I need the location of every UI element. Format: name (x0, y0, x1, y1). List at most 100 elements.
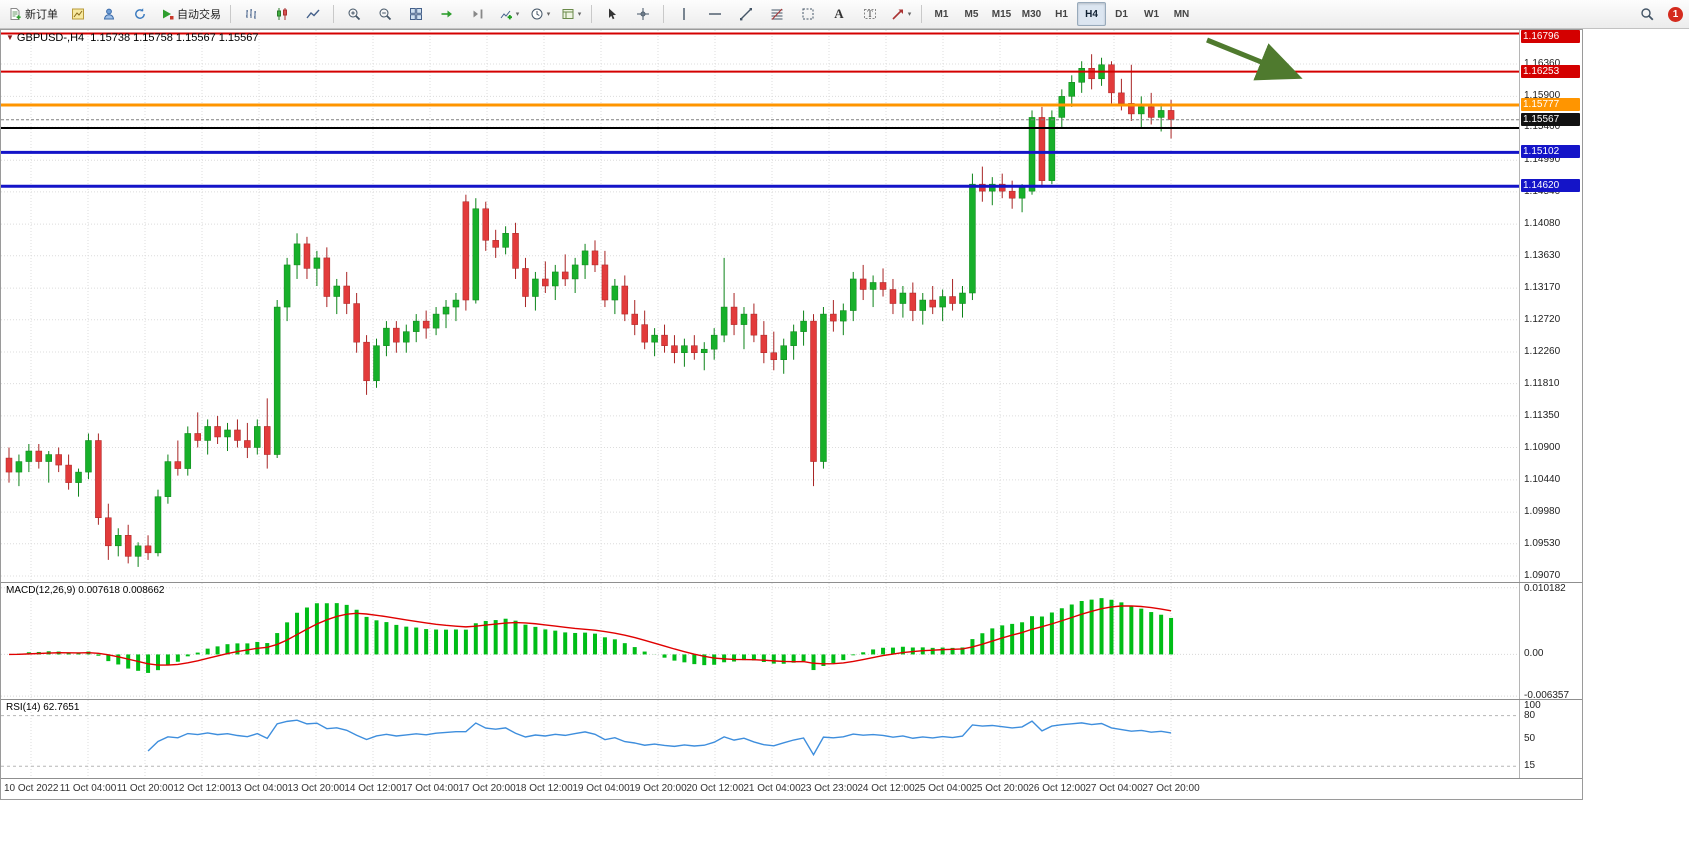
price-axis-label: 1.16360 (1524, 58, 1561, 70)
workspace: ▼ GBPUSD-,H4 1.15738 1.15758 1.15567 1.15… (0, 29, 1689, 866)
templates-button[interactable]: ▾ (556, 2, 586, 26)
price-axis-label: 1.13170 (1524, 282, 1561, 294)
timeframe-m1-button[interactable]: M1 (934, 8, 949, 20)
candlestick-series (5, 54, 1175, 567)
timeframe-w1-button[interactable]: W1 (1144, 8, 1159, 20)
time-axis[interactable]: 10 Oct 2022 11 Oct 04:00 11 Oct 20:00 12 Oc… (1, 779, 1582, 799)
vertical-line-button[interactable] (669, 2, 699, 26)
zoom-in-icon (348, 8, 361, 21)
search-button[interactable] (1632, 2, 1662, 26)
shapes-button[interactable] (793, 2, 823, 26)
refresh-icon (135, 8, 145, 19)
main-pane-row: ▼ GBPUSD-,H4 1.15738 1.15758 1.15567 1.15… (1, 30, 1582, 583)
timeframe-m30-button[interactable]: M30 (1021, 8, 1042, 20)
time-axis-label: 11 Oct 20:00 (116, 783, 174, 794)
fibonacci-button[interactable] (762, 2, 792, 26)
cursor-button[interactable] (597, 2, 627, 26)
new-order-button[interactable]: 新订单 (4, 2, 62, 26)
price-axis-label: 1.12260 (1524, 346, 1561, 357)
macd-signal-line (8, 605, 1172, 666)
new-order-icon (10, 8, 21, 20)
price-line-label: 1.16253 (1521, 64, 1580, 78)
toolbar-separator (230, 5, 231, 23)
timeframe-h4-button[interactable]: H4 (1077, 2, 1106, 26)
candlestick-chart-button[interactable] (267, 2, 297, 26)
chart-shift-button[interactable] (463, 2, 493, 26)
macd-axis-label: 0.00 (1524, 648, 1544, 660)
periods-button[interactable]: ▾ (525, 2, 555, 26)
chart-icon (72, 8, 84, 20)
rsi-axis[interactable]: 100 80 50 15 (1520, 700, 1581, 778)
zoom-in-button[interactable] (339, 2, 369, 26)
macd-axis[interactable]: 0.010182 0.00 -0.006357 (1520, 583, 1581, 699)
price-line-label: 1.16796 (1521, 30, 1580, 43)
rsi-pane-row: RSI(14) 62.7651 100 80 50 15 (1, 700, 1582, 779)
new-order-label: 新订单 (25, 9, 58, 21)
zoom-out-button[interactable] (370, 2, 400, 26)
horizontal-line-icon (709, 13, 721, 15)
horizontal-line-button[interactable] (700, 2, 730, 26)
text-label-icon: T (864, 9, 876, 19)
timeframe-toolbar: M1 M5 M15 M30 H1 H4 D1 W1 MN (927, 2, 1196, 26)
time-axis-label: 21 Oct 04:00 (743, 783, 801, 794)
time-axis-label: 10 Oct 2022 (4, 783, 59, 794)
rsi-axis-label: 50 (1524, 733, 1536, 744)
bar-chart-button[interactable] (236, 2, 266, 26)
price-axis-label: 1.10900 (1524, 441, 1561, 453)
toolbar-separator (333, 5, 334, 23)
zoom-out-icon (379, 8, 392, 21)
text-button[interactable]: A (824, 2, 854, 26)
toolbar: 新订单 自动交易 ▾ ▾ (0, 0, 1689, 29)
rsi-canvas[interactable]: RSI(14) 62.7651 (1, 700, 1520, 778)
fibonacci-icon (771, 8, 783, 20)
text-label-button[interactable]: T (855, 2, 885, 26)
toolbar-separator (921, 5, 922, 23)
tile-windows-icon (410, 8, 422, 20)
price-axis-label: 1.10440 (1524, 473, 1561, 485)
caret-down-icon: ▾ (577, 11, 582, 18)
crosshair-button[interactable] (628, 2, 658, 26)
refresh-button[interactable] (125, 2, 155, 26)
main-chart-canvas[interactable]: ▼ GBPUSD-,H4 1.15738 1.15758 1.15567 1.15… (1, 30, 1520, 582)
timeframe-d1-button[interactable]: D1 (1115, 8, 1128, 20)
caret-down-icon: ▾ (907, 11, 912, 18)
time-axis-label: 13 Oct 20:00 (287, 783, 345, 794)
trend-arrow-annotation (1206, 37, 1303, 81)
tile-windows-button[interactable] (401, 2, 431, 26)
price-line-label: 1.14620 (1521, 179, 1580, 193)
price-line-label: 1.15777 (1521, 98, 1580, 111)
autotrading-button[interactable]: 自动交易 (156, 2, 225, 26)
macd-label: MACD(12,26,9) 0.007618 0.008662 (6, 585, 165, 596)
time-axis-label: 23 Oct 23:00 (800, 783, 858, 794)
timeframe-mn-button[interactable]: MN (1173, 8, 1190, 20)
bid-price-label: 1.15567 (1521, 112, 1580, 126)
notification-badge[interactable]: 1 (1668, 6, 1683, 22)
new-chart-button[interactable] (63, 2, 93, 26)
arrow-tool-icon (892, 9, 903, 20)
arrows-button[interactable]: ▾ (886, 2, 916, 26)
time-axis-label: 25 Oct 20:00 (971, 783, 1029, 794)
timeframe-m5-button[interactable]: M5 (964, 8, 979, 20)
clock-icon (531, 8, 543, 20)
macd-axis-label: -0.006357 (1524, 690, 1570, 699)
toolbar-right-group: 1 (1632, 2, 1685, 26)
vertical-line-icon (683, 8, 685, 20)
time-axis-label: 27 Oct 20:00 (1142, 783, 1200, 794)
caret-down-icon: ▾ (546, 11, 551, 18)
ohlc-values: 1.15738 1.15758 1.15567 1.15567 (90, 32, 259, 44)
time-axis-label: 17 Oct 20:00 (458, 783, 516, 794)
timeframe-m15-button[interactable]: M15 (991, 8, 1012, 20)
timeframe-h1-button[interactable]: H1 (1055, 8, 1068, 20)
caret-down-icon: ▾ (515, 11, 520, 18)
svg-text:T: T (867, 9, 873, 19)
indicators-button[interactable]: ▾ (494, 2, 524, 26)
macd-canvas[interactable]: MACD(12,26,9) 0.007618 0.008662 (1, 583, 1520, 699)
profile-icon (103, 8, 115, 20)
price-axis[interactable]: 1.163601.159001.154601.149901.145401.140… (1520, 30, 1581, 582)
trendline-button[interactable] (731, 2, 761, 26)
rsi-axis-label: 15 (1524, 760, 1536, 772)
chart-title: ▼ GBPUSD-,H4 1.15738 1.15758 1.15567 1.15… (6, 32, 259, 44)
line-chart-button[interactable] (298, 2, 328, 26)
auto-scroll-button[interactable] (432, 2, 462, 26)
profiles-button[interactable] (94, 2, 124, 26)
